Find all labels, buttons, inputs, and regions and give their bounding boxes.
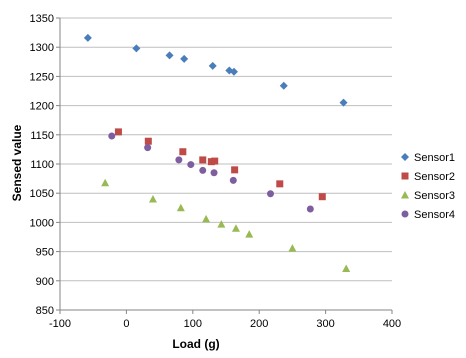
data-point xyxy=(231,224,240,232)
data-point xyxy=(199,166,207,174)
x-tick-label: 100 xyxy=(184,318,202,330)
data-point xyxy=(276,180,284,188)
legend-item-sensor4: Sensor4 xyxy=(401,209,455,221)
data-point xyxy=(144,137,152,145)
data-point xyxy=(202,214,211,223)
data-point xyxy=(210,169,218,177)
x-axis-label: Load (g) xyxy=(172,337,219,351)
data-point xyxy=(229,176,237,184)
x-tick-label: -100 xyxy=(49,318,71,330)
y-axis-label: Sensed value xyxy=(10,124,24,201)
data-point xyxy=(279,81,288,90)
data-point xyxy=(229,67,238,76)
x-tick-label: 0 xyxy=(123,318,129,330)
data-point xyxy=(187,161,195,169)
legend-marker xyxy=(401,172,409,180)
x-tick-label: 400 xyxy=(383,318,401,330)
y-tick-label: 950 xyxy=(36,247,54,259)
y-tick-label: 1000 xyxy=(30,217,54,229)
data-point xyxy=(101,178,110,187)
data-point xyxy=(199,156,207,164)
data-point xyxy=(266,190,274,198)
data-point xyxy=(176,203,185,212)
legend-item-sensor3: Sensor3 xyxy=(401,190,455,202)
series-sensor1 xyxy=(83,33,348,107)
data-points xyxy=(83,33,351,273)
data-point xyxy=(83,33,92,42)
y-tick-label: 1100 xyxy=(30,159,54,171)
legend-marker xyxy=(401,210,409,218)
legend-label: Sensor2 xyxy=(414,171,455,183)
data-point xyxy=(339,98,348,107)
x-tick-label: 200 xyxy=(250,318,268,330)
y-tick-label: 1250 xyxy=(30,71,54,83)
data-point xyxy=(288,244,297,252)
data-point xyxy=(180,54,189,63)
data-point xyxy=(148,195,157,203)
y-axis-ticks: 850 900 950 1000 1050 1100 1150 1200 1250 1300 135… xyxy=(30,13,60,317)
data-point xyxy=(108,132,116,140)
data-point xyxy=(132,44,141,53)
series-sensor4 xyxy=(108,132,314,213)
y-tick-label: 900 xyxy=(36,276,54,288)
series-sensor2 xyxy=(114,128,326,201)
legend: Sensor1 Sensor2 Sensor3 Sensor4 xyxy=(401,152,455,221)
data-point xyxy=(231,166,239,174)
y-tick-label: 1350 xyxy=(30,13,54,25)
data-point xyxy=(165,51,174,60)
data-point xyxy=(208,61,217,70)
legend-marker xyxy=(401,153,409,161)
x-axis-ticks: -100 0 100 200 300 400 xyxy=(49,310,401,330)
y-tick-label: 850 xyxy=(36,305,54,317)
data-point xyxy=(318,193,326,201)
y-tick-label: 1150 xyxy=(30,130,54,142)
data-point xyxy=(114,128,122,136)
y-tick-label: 1300 xyxy=(30,42,54,54)
legend-marker xyxy=(401,191,409,199)
legend-item-sensor1: Sensor1 xyxy=(401,152,455,164)
y-tick-label: 1050 xyxy=(30,188,54,200)
series-sensor3 xyxy=(101,178,351,273)
data-point xyxy=(217,220,226,228)
legend-label: Sensor3 xyxy=(414,190,455,202)
legend-item-sensor2: Sensor2 xyxy=(401,171,455,183)
data-point xyxy=(342,264,351,273)
data-point xyxy=(306,205,314,213)
data-point xyxy=(245,230,254,238)
data-point xyxy=(179,148,187,156)
data-point xyxy=(144,144,152,152)
legend-label: Sensor4 xyxy=(414,209,455,221)
legend-label: Sensor1 xyxy=(414,152,455,164)
data-point xyxy=(175,156,183,164)
data-point xyxy=(211,157,219,165)
gridlines xyxy=(60,17,392,311)
y-tick-label: 1200 xyxy=(30,101,54,113)
x-tick-label: 300 xyxy=(316,318,334,330)
